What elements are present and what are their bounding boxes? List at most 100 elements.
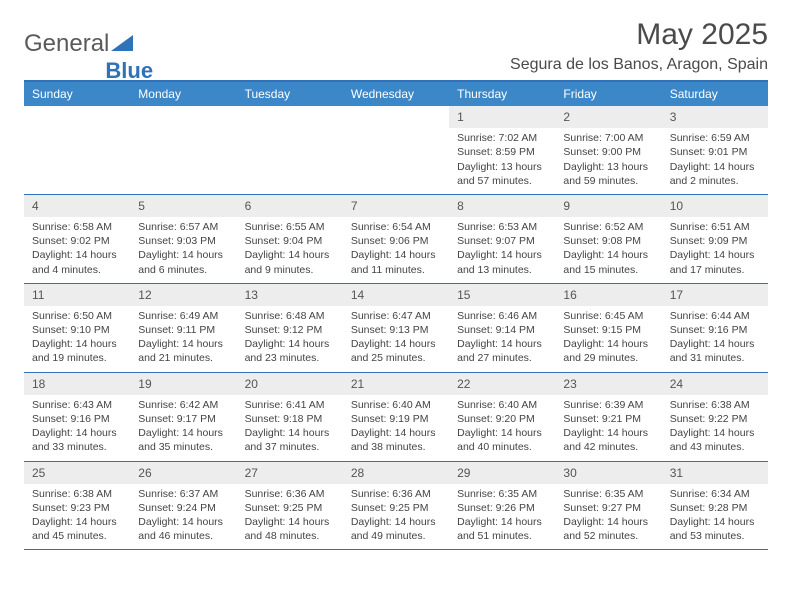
sunset-text: Sunset: 9:06 PM xyxy=(351,234,441,248)
day-of-week-header: SundayMondayTuesdayWednesdayThursdayFrid… xyxy=(24,82,768,106)
day-body xyxy=(343,128,449,137)
sunrise-text: Sunrise: 7:02 AM xyxy=(457,131,547,145)
day-number: 26 xyxy=(130,462,236,484)
day-body: Sunrise: 6:47 AMSunset: 9:13 PMDaylight:… xyxy=(343,306,449,372)
sunset-text: Sunset: 9:02 PM xyxy=(32,234,122,248)
day-number xyxy=(237,106,343,128)
daylight-text: Daylight: 14 hours and 52 minutes. xyxy=(563,515,653,543)
sunset-text: Sunset: 9:10 PM xyxy=(32,323,122,337)
sunrise-text: Sunrise: 6:36 AM xyxy=(351,487,441,501)
day-body: Sunrise: 6:40 AMSunset: 9:20 PMDaylight:… xyxy=(449,395,555,461)
daylight-text: Daylight: 14 hours and 6 minutes. xyxy=(138,248,228,276)
sunrise-text: Sunrise: 6:45 AM xyxy=(563,309,653,323)
sunrise-text: Sunrise: 6:34 AM xyxy=(670,487,760,501)
day-cell: 15Sunrise: 6:46 AMSunset: 9:14 PMDayligh… xyxy=(449,284,555,372)
sunset-text: Sunset: 9:16 PM xyxy=(32,412,122,426)
day-cell: 6Sunrise: 6:55 AMSunset: 9:04 PMDaylight… xyxy=(237,195,343,283)
sunset-text: Sunset: 9:08 PM xyxy=(563,234,653,248)
day-number xyxy=(24,106,130,128)
logo-text-blue: Blue xyxy=(105,58,153,84)
day-number xyxy=(130,106,236,128)
day-cell: 12Sunrise: 6:49 AMSunset: 9:11 PMDayligh… xyxy=(130,284,236,372)
day-number: 29 xyxy=(449,462,555,484)
sunset-text: Sunset: 9:12 PM xyxy=(245,323,335,337)
sunrise-text: Sunrise: 6:40 AM xyxy=(351,398,441,412)
day-cell: 10Sunrise: 6:51 AMSunset: 9:09 PMDayligh… xyxy=(662,195,768,283)
page-header: General Blue May 2025 Segura de los Bano… xyxy=(24,18,768,74)
sunset-text: Sunset: 9:20 PM xyxy=(457,412,547,426)
daylight-text: Daylight: 14 hours and 49 minutes. xyxy=(351,515,441,543)
daylight-text: Daylight: 14 hours and 48 minutes. xyxy=(245,515,335,543)
sunrise-text: Sunrise: 6:37 AM xyxy=(138,487,228,501)
sunrise-text: Sunrise: 6:38 AM xyxy=(670,398,760,412)
sunset-text: Sunset: 9:11 PM xyxy=(138,323,228,337)
day-number: 1 xyxy=(449,106,555,128)
daylight-text: Daylight: 14 hours and 51 minutes. xyxy=(457,515,547,543)
sunrise-text: Sunrise: 6:50 AM xyxy=(32,309,122,323)
day-number: 27 xyxy=(237,462,343,484)
day-body: Sunrise: 6:46 AMSunset: 9:14 PMDaylight:… xyxy=(449,306,555,372)
day-body: Sunrise: 6:55 AMSunset: 9:04 PMDaylight:… xyxy=(237,217,343,283)
day-body xyxy=(24,128,130,137)
sunset-text: Sunset: 9:21 PM xyxy=(563,412,653,426)
day-body: Sunrise: 6:45 AMSunset: 9:15 PMDaylight:… xyxy=(555,306,661,372)
dow-cell: Thursday xyxy=(449,82,555,106)
day-body: Sunrise: 6:36 AMSunset: 9:25 PMDaylight:… xyxy=(237,484,343,550)
sunset-text: Sunset: 9:04 PM xyxy=(245,234,335,248)
day-body: Sunrise: 6:57 AMSunset: 9:03 PMDaylight:… xyxy=(130,217,236,283)
day-cell: 19Sunrise: 6:42 AMSunset: 9:17 PMDayligh… xyxy=(130,373,236,461)
dow-cell: Saturday xyxy=(662,82,768,106)
day-cell: 14Sunrise: 6:47 AMSunset: 9:13 PMDayligh… xyxy=(343,284,449,372)
day-number xyxy=(343,106,449,128)
dow-cell: Friday xyxy=(555,82,661,106)
sunrise-text: Sunrise: 6:58 AM xyxy=(32,220,122,234)
daylight-text: Daylight: 14 hours and 25 minutes. xyxy=(351,337,441,365)
sunrise-text: Sunrise: 6:42 AM xyxy=(138,398,228,412)
sunrise-text: Sunrise: 6:43 AM xyxy=(32,398,122,412)
sunset-text: Sunset: 9:07 PM xyxy=(457,234,547,248)
sunrise-text: Sunrise: 6:35 AM xyxy=(457,487,547,501)
daylight-text: Daylight: 14 hours and 13 minutes. xyxy=(457,248,547,276)
day-cell xyxy=(24,106,130,194)
day-cell: 8Sunrise: 6:53 AMSunset: 9:07 PMDaylight… xyxy=(449,195,555,283)
day-number: 28 xyxy=(343,462,449,484)
day-body: Sunrise: 6:39 AMSunset: 9:21 PMDaylight:… xyxy=(555,395,661,461)
day-cell: 22Sunrise: 6:40 AMSunset: 9:20 PMDayligh… xyxy=(449,373,555,461)
sunrise-text: Sunrise: 6:41 AM xyxy=(245,398,335,412)
day-number: 6 xyxy=(237,195,343,217)
day-cell: 24Sunrise: 6:38 AMSunset: 9:22 PMDayligh… xyxy=(662,373,768,461)
day-cell: 7Sunrise: 6:54 AMSunset: 9:06 PMDaylight… xyxy=(343,195,449,283)
sunrise-text: Sunrise: 6:54 AM xyxy=(351,220,441,234)
weeks-container: 1Sunrise: 7:02 AMSunset: 8:59 PMDaylight… xyxy=(24,106,768,550)
day-number: 22 xyxy=(449,373,555,395)
dow-cell: Wednesday xyxy=(343,82,449,106)
sunset-text: Sunset: 9:16 PM xyxy=(670,323,760,337)
daylight-text: Daylight: 14 hours and 2 minutes. xyxy=(670,160,760,188)
day-number: 4 xyxy=(24,195,130,217)
sunrise-text: Sunrise: 7:00 AM xyxy=(563,131,653,145)
day-body: Sunrise: 7:00 AMSunset: 9:00 PMDaylight:… xyxy=(555,128,661,194)
dow-cell: Tuesday xyxy=(237,82,343,106)
day-body: Sunrise: 6:58 AMSunset: 9:02 PMDaylight:… xyxy=(24,217,130,283)
week-row: 11Sunrise: 6:50 AMSunset: 9:10 PMDayligh… xyxy=(24,284,768,373)
location-subtitle: Segura de los Banos, Aragon, Spain xyxy=(510,56,768,74)
daylight-text: Daylight: 14 hours and 42 minutes. xyxy=(563,426,653,454)
day-number: 7 xyxy=(343,195,449,217)
sunset-text: Sunset: 9:00 PM xyxy=(563,145,653,159)
dow-cell: Monday xyxy=(130,82,236,106)
sunset-text: Sunset: 9:19 PM xyxy=(351,412,441,426)
week-row: 1Sunrise: 7:02 AMSunset: 8:59 PMDaylight… xyxy=(24,106,768,195)
day-body xyxy=(130,128,236,137)
day-number: 19 xyxy=(130,373,236,395)
sunrise-text: Sunrise: 6:38 AM xyxy=(32,487,122,501)
day-body: Sunrise: 6:38 AMSunset: 9:22 PMDaylight:… xyxy=(662,395,768,461)
day-number: 14 xyxy=(343,284,449,306)
daylight-text: Daylight: 14 hours and 40 minutes. xyxy=(457,426,547,454)
day-cell: 18Sunrise: 6:43 AMSunset: 9:16 PMDayligh… xyxy=(24,373,130,461)
day-body: Sunrise: 6:53 AMSunset: 9:07 PMDaylight:… xyxy=(449,217,555,283)
sunrise-text: Sunrise: 6:48 AM xyxy=(245,309,335,323)
sunset-text: Sunset: 9:26 PM xyxy=(457,501,547,515)
sunset-text: Sunset: 9:17 PM xyxy=(138,412,228,426)
logo-triangle-icon xyxy=(111,30,133,58)
daylight-text: Daylight: 14 hours and 9 minutes. xyxy=(245,248,335,276)
